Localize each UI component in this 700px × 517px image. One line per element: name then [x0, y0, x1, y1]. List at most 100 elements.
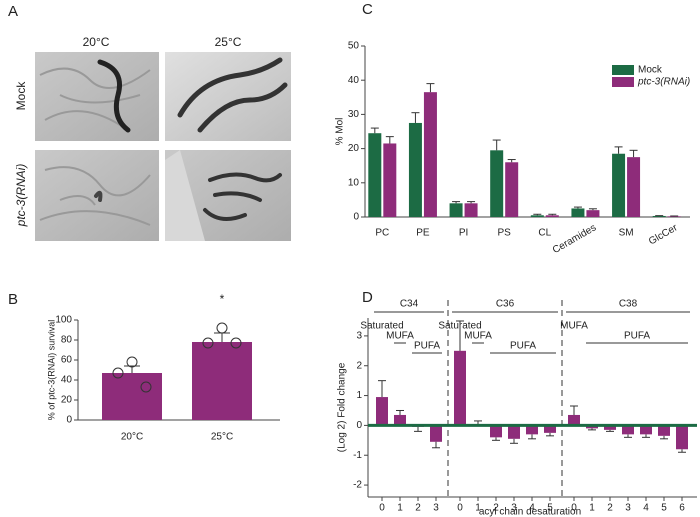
- subgroup-label: PUFA: [624, 331, 650, 342]
- bar: [667, 216, 681, 217]
- bar: [658, 425, 670, 436]
- legend-label: Mock: [638, 65, 663, 76]
- y-tick-label: 80: [61, 335, 73, 346]
- y-tick-label: 2: [356, 360, 362, 371]
- group-label: C34: [400, 299, 419, 310]
- bar: [676, 425, 688, 450]
- x-tick-label: PC: [375, 228, 389, 239]
- x-tick-label: 4: [529, 503, 535, 514]
- bar: [430, 425, 442, 442]
- bar: [454, 350, 466, 426]
- x-tick-label: 20°C: [121, 432, 143, 443]
- bar: [394, 414, 406, 426]
- x-tick-label: 0: [379, 503, 385, 514]
- y-tick-label: 50: [348, 41, 360, 52]
- y-axis-label: % Mol: [335, 118, 346, 146]
- bar: [640, 425, 652, 435]
- y-axis-label: % of ptc-3(RNAi) survival: [46, 320, 56, 421]
- bar: [408, 122, 422, 217]
- bar: [368, 133, 382, 217]
- x-tick-label: 1: [397, 503, 403, 514]
- bar: [505, 162, 519, 217]
- bar: [586, 210, 600, 217]
- worm: [177, 57, 288, 133]
- column-label: 25°C: [215, 35, 242, 49]
- subgroup-label: Saturated: [360, 321, 403, 332]
- worm: [203, 172, 282, 221]
- micrograph: [35, 52, 159, 141]
- x-tick-label: PE: [416, 228, 430, 239]
- bar: [383, 143, 397, 217]
- y-tick-label: 3: [356, 331, 362, 342]
- bar: [627, 157, 641, 217]
- y-tick-label: 20: [348, 143, 360, 154]
- x-tick-label: 0: [457, 503, 463, 514]
- x-tick-label: Ceramides: [551, 222, 598, 256]
- bar: [568, 414, 580, 426]
- bar: [526, 425, 538, 435]
- bar: [423, 92, 437, 217]
- bar: [604, 425, 616, 430]
- x-tick-label: 2: [607, 503, 613, 514]
- column-label: 20°C: [83, 35, 110, 49]
- bar: [530, 215, 544, 217]
- x-tick-label: 2: [415, 503, 421, 514]
- data-point: [140, 381, 152, 393]
- panel-letter: A: [8, 3, 18, 20]
- x-tick-label: SM: [619, 228, 634, 239]
- bar: [102, 373, 162, 420]
- bar: [464, 203, 478, 217]
- y-tick-label: 100: [55, 315, 72, 326]
- x-tick-label: PS: [498, 228, 512, 239]
- bar: [544, 425, 556, 433]
- y-tick-label: 20: [61, 395, 73, 406]
- y-axis-label: (Log 2) Fold change: [337, 362, 348, 452]
- bar: [490, 425, 502, 438]
- row-label: ptc-3(RNAi): [14, 164, 28, 228]
- x-tick-label: 25°C: [211, 432, 233, 443]
- bar: [545, 215, 559, 217]
- x-tick-label: 0: [571, 503, 577, 514]
- x-tick-label: GlcCer: [647, 222, 680, 247]
- data-point: [216, 322, 228, 334]
- group-label: C38: [619, 299, 638, 310]
- x-tick-label: 1: [475, 503, 481, 514]
- worm: [97, 59, 131, 133]
- data-point: [112, 367, 124, 379]
- subgroup-label: PUFA: [414, 341, 440, 352]
- bar: [490, 150, 504, 217]
- y-tick-label: 1: [356, 390, 362, 401]
- y-tick-label: 30: [348, 109, 360, 120]
- x-tick-label: 1: [589, 503, 595, 514]
- y-tick-label: 0: [356, 420, 362, 431]
- texture: [39, 166, 151, 226]
- y-tick-label: 40: [348, 75, 360, 86]
- y-tick-label: 10: [348, 177, 360, 188]
- x-tick-label: 5: [661, 503, 667, 514]
- texture: [165, 150, 205, 241]
- annotation: *: [220, 292, 225, 306]
- texture: [39, 67, 151, 126]
- panel-letter: C: [362, 1, 373, 18]
- panel-letter: D: [362, 289, 373, 306]
- y-tick-label: -1: [353, 450, 362, 461]
- legend-swatch: [612, 65, 634, 75]
- y-tick-label: 60: [61, 355, 73, 366]
- bar: [571, 208, 585, 217]
- bar: [376, 397, 388, 426]
- subgroup-label: MUFA: [386, 331, 414, 342]
- data-point: [126, 356, 138, 368]
- y-tick-label: 40: [61, 375, 73, 386]
- x-tick-label: 4: [643, 503, 649, 514]
- subgroup-label: MUFA: [560, 321, 588, 332]
- legend-label: ptc-3(RNAi): [637, 77, 690, 88]
- bar: [622, 425, 634, 435]
- x-tick-label: 2: [493, 503, 499, 514]
- x-tick-label: 3: [625, 503, 631, 514]
- x-tick-label: 3: [511, 503, 517, 514]
- data-point: [230, 337, 242, 349]
- y-tick-label: -2: [353, 480, 362, 491]
- x-axis-label: acyl chain desaturation: [479, 507, 581, 517]
- bar: [508, 425, 520, 439]
